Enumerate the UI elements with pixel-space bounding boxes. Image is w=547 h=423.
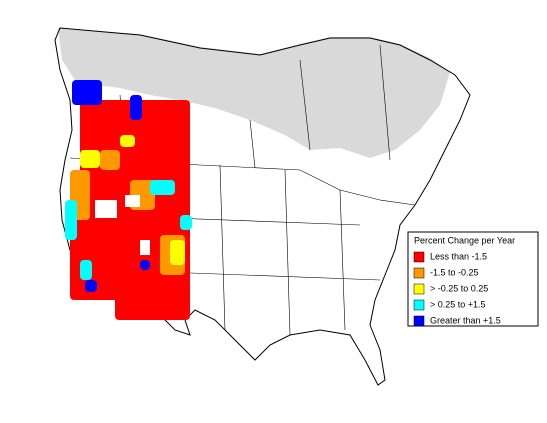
legend-items: Less than -1.5 -1.5 to -0.25 > -0.25 to 0.… bbox=[413, 251, 501, 327]
legend-label: > -0.25 to 0.25 bbox=[430, 283, 488, 293]
trend-area bbox=[130, 95, 142, 120]
legend-swatch bbox=[413, 315, 425, 327]
trend-area bbox=[120, 135, 135, 147]
legend-box bbox=[407, 231, 539, 327]
legend-title: Percent Change per Year bbox=[414, 235, 515, 245]
arctic-shading bbox=[58, 28, 450, 158]
legend-label: Less than -1.5 bbox=[430, 251, 487, 261]
legend-swatch bbox=[413, 283, 425, 295]
trend-area bbox=[150, 180, 175, 195]
legend-swatch bbox=[413, 299, 425, 311]
trend-area bbox=[100, 150, 120, 170]
no-data-area bbox=[95, 200, 117, 218]
legend-swatch bbox=[413, 267, 425, 279]
trend-area bbox=[180, 215, 192, 230]
trend-area bbox=[170, 240, 185, 265]
trend-area bbox=[65, 200, 77, 240]
no-data-area bbox=[140, 240, 150, 255]
legend-swatch bbox=[413, 251, 425, 263]
trend-area bbox=[80, 260, 92, 280]
trend-area bbox=[85, 280, 97, 292]
trend-area bbox=[140, 260, 150, 270]
trend-area bbox=[72, 80, 102, 105]
trend-areas bbox=[65, 80, 192, 320]
legend-label: > 0.25 to +1.5 bbox=[430, 299, 486, 309]
trend-area bbox=[150, 130, 185, 220]
legend-label: Greater than +1.5 bbox=[430, 315, 501, 325]
no-data-area bbox=[125, 195, 140, 207]
trend-area bbox=[80, 150, 100, 168]
legend-label: -1.5 to -0.25 bbox=[430, 267, 479, 277]
